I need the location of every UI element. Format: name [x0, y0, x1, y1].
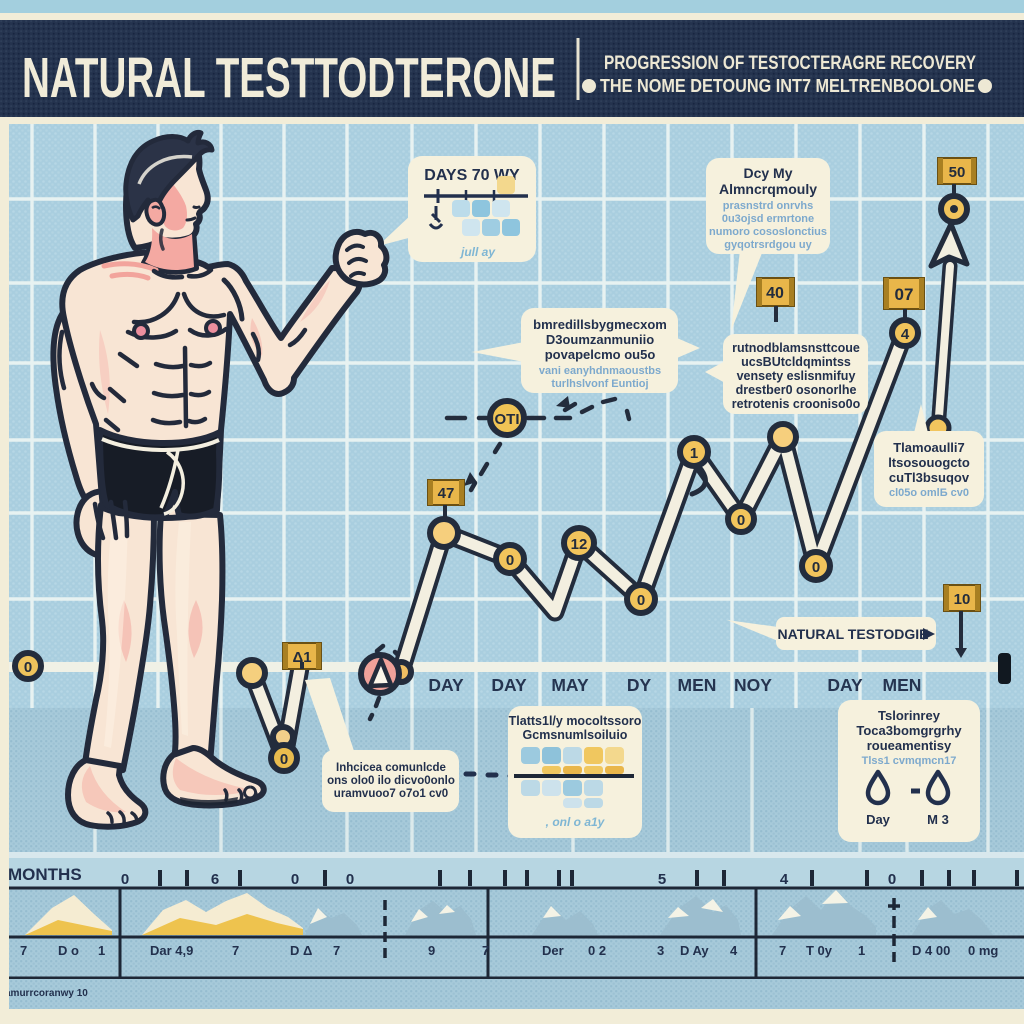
- svg-text:0: 0: [506, 552, 514, 569]
- svg-text:7: 7: [482, 943, 489, 958]
- svg-text:DY: DY: [627, 675, 652, 695]
- svg-text:47: 47: [438, 485, 455, 502]
- svg-text:vani eanyhdnmaoustbs: vani eanyhdnmaoustbs: [539, 365, 661, 377]
- svg-text:DAY: DAY: [827, 675, 863, 695]
- svg-text:Toca3bomgrgrhy: Toca3bomgrgrhy: [856, 723, 962, 738]
- svg-text:DAYS 70 WY: DAYS 70 WY: [424, 167, 520, 184]
- svg-text:ons olo0 ilo dicvo0onlo: ons olo0 ilo dicvo0onlo: [327, 775, 455, 787]
- svg-text:12: 12: [571, 536, 588, 553]
- svg-text:MEN: MEN: [883, 675, 922, 695]
- svg-text:0: 0: [888, 871, 896, 888]
- svg-text:rutnodblamsnsttcoue: rutnodblamsnsttcoue: [732, 341, 860, 355]
- svg-text:7: 7: [20, 943, 27, 958]
- svg-text:0: 0: [24, 659, 32, 676]
- svg-text:M 3: M 3: [927, 812, 949, 827]
- svg-text:amurrcoranwy 10: amurrcoranwy 10: [5, 988, 88, 999]
- svg-text:7: 7: [232, 943, 239, 958]
- svg-text:Tlss1 cvmqmcn17: Tlss1 cvmqmcn17: [862, 755, 957, 767]
- svg-text:NATURAL TESTTODTERONE: NATURAL TESTTODTERONE: [22, 46, 556, 110]
- svg-text:4: 4: [901, 326, 910, 343]
- svg-text:NOY: NOY: [734, 675, 772, 695]
- svg-text:4: 4: [730, 943, 738, 958]
- svg-text:0: 0: [291, 871, 299, 888]
- svg-text:Inhcicea comunlcde: Inhcicea comunlcde: [336, 762, 446, 774]
- svg-text:50: 50: [949, 164, 966, 181]
- svg-text:OTI: OTI: [495, 411, 520, 428]
- svg-text:DAY: DAY: [491, 675, 527, 695]
- svg-text:cuTl3bsuqov: cuTl3bsuqov: [889, 470, 970, 485]
- svg-text:MEN: MEN: [678, 675, 717, 695]
- svg-text:DAY: DAY: [428, 675, 464, 695]
- svg-text:T 0y: T 0y: [806, 943, 833, 958]
- svg-text:THE NOME DETOUNG INT7 MELTRENB: THE NOME DETOUNG INT7 MELTRENBOOLONE: [600, 76, 975, 96]
- svg-text:roueamentisy: roueamentisy: [867, 738, 952, 753]
- svg-text:bmredillsbygmecxom: bmredillsbygmecxom: [533, 317, 667, 332]
- svg-text:7: 7: [779, 943, 786, 958]
- svg-text:0 2: 0 2: [588, 943, 606, 958]
- svg-text:ltsosouogcto: ltsosouogcto: [888, 455, 970, 470]
- svg-text:MAY: MAY: [551, 675, 589, 695]
- svg-text:0: 0: [121, 871, 129, 888]
- svg-text:Der: Der: [542, 943, 564, 958]
- svg-text:gyqotrsrdgou uy: gyqotrsrdgou uy: [724, 239, 812, 251]
- svg-text:Almncrqmouly: Almncrqmouly: [719, 181, 817, 197]
- svg-text:D 4 00: D 4 00: [912, 943, 950, 958]
- svg-text:1: 1: [690, 445, 698, 462]
- svg-text:9: 9: [428, 943, 435, 958]
- svg-text:numoro cososlonctius: numoro cososlonctius: [709, 226, 827, 238]
- svg-text:turlhslvonf Euntioj: turlhslvonf Euntioj: [551, 378, 648, 390]
- svg-text:, onl o a1y: , onl o a1y: [545, 815, 606, 829]
- svg-text:retrotenis crooniso0o: retrotenis crooniso0o: [732, 397, 861, 411]
- svg-text:vensety eslisnmifuy: vensety eslisnmifuy: [737, 369, 856, 383]
- svg-text:PROGRESSION OF TESTOCTERAGRE R: PROGRESSION OF TESTOCTERAGRE RECOVERY: [604, 53, 976, 74]
- svg-text:povapelcmo ou5o: povapelcmo ou5o: [545, 347, 656, 362]
- svg-text:40: 40: [766, 285, 784, 302]
- svg-text:Δ1: Δ1: [292, 649, 311, 666]
- svg-text:10: 10: [954, 591, 971, 608]
- svg-text:Dcy My: Dcy My: [743, 165, 792, 181]
- svg-text:Tslorinrey: Tslorinrey: [878, 708, 941, 723]
- svg-text:3: 3: [657, 943, 664, 958]
- svg-text:0u3ojsd ermrtone: 0u3ojsd ermrtone: [722, 213, 814, 225]
- svg-text:D Ay: D Ay: [680, 943, 709, 958]
- svg-text:D3oumzanmuniio: D3oumzanmuniio: [546, 332, 654, 347]
- svg-text:7: 7: [333, 943, 340, 958]
- svg-text:uramvuoo7 o7o1 cv0: uramvuoo7 o7o1 cv0: [334, 788, 448, 800]
- svg-text:1: 1: [98, 943, 105, 958]
- svg-text:Day: Day: [866, 812, 891, 827]
- svg-text:0 mg: 0 mg: [968, 943, 998, 958]
- svg-text:0: 0: [280, 751, 288, 768]
- svg-text:drestber0 osonorlhe: drestber0 osonorlhe: [736, 383, 857, 397]
- svg-text:D Δ: D Δ: [290, 943, 312, 958]
- svg-text:07: 07: [895, 285, 914, 304]
- svg-text:Gcmsnumlsoiluio: Gcmsnumlsoiluio: [523, 728, 628, 742]
- svg-text:1: 1: [858, 943, 865, 958]
- svg-text:0: 0: [737, 512, 745, 529]
- svg-text:0: 0: [637, 592, 645, 609]
- svg-text:prasnstrd onrvhs: prasnstrd onrvhs: [723, 200, 813, 212]
- svg-text:ucsBUtcldqmintss: ucsBUtcldqmintss: [741, 355, 851, 369]
- svg-text:D o: D o: [58, 943, 79, 958]
- svg-text:NATURAL TESTODGIE: NATURAL TESTODGIE: [778, 626, 929, 642]
- svg-text:6: 6: [211, 871, 219, 888]
- svg-text:0: 0: [346, 871, 354, 888]
- svg-text:cl05o omlБ cv0: cl05o omlБ cv0: [889, 487, 969, 499]
- svg-text:0: 0: [812, 559, 820, 576]
- svg-text:Dar 4,9: Dar 4,9: [150, 943, 193, 958]
- svg-text:jull ay: jull ay: [459, 245, 496, 259]
- svg-text:5: 5: [658, 871, 666, 888]
- svg-text:MONTHS: MONTHS: [8, 865, 82, 884]
- svg-text:4: 4: [780, 871, 789, 888]
- svg-text:Tlatts1l/y mocoltssoro: Tlatts1l/y mocoltssoro: [509, 714, 642, 728]
- svg-text:Tlamoaulli7: Tlamoaulli7: [893, 440, 965, 455]
